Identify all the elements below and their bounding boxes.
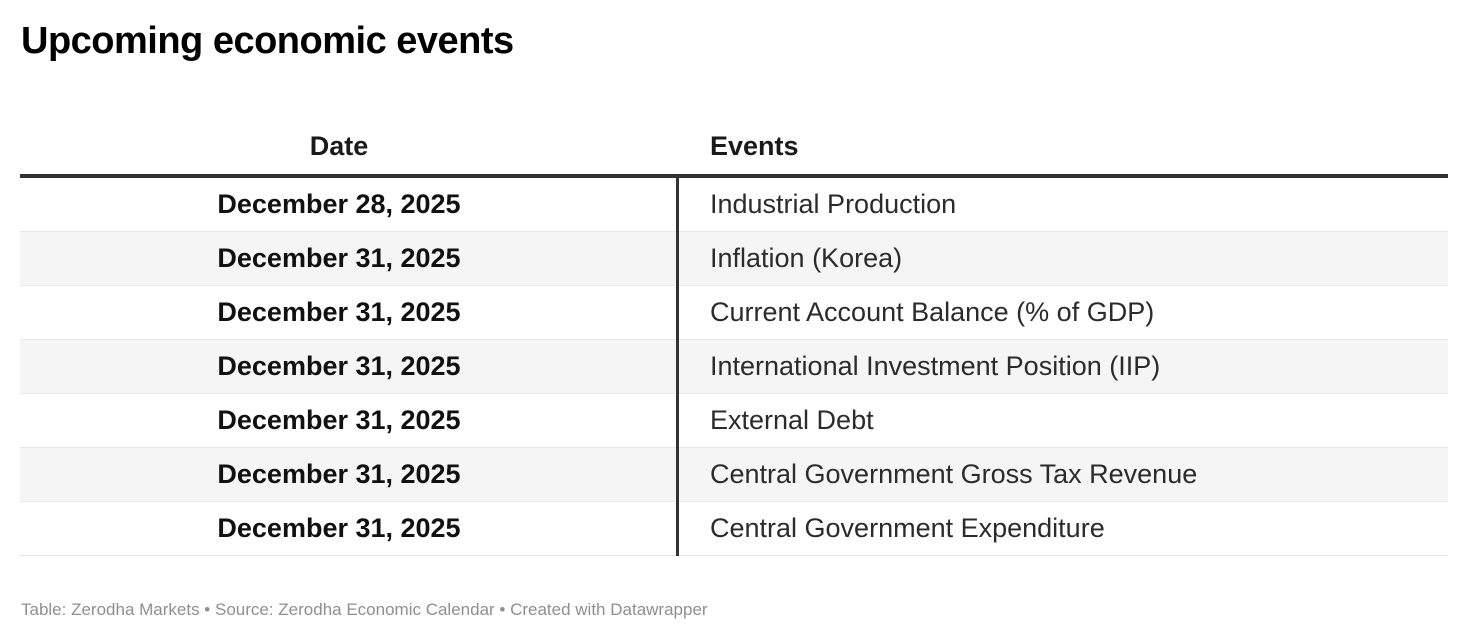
column-header-events: Events — [710, 130, 799, 161]
date-cell: December 28, 2025 — [217, 189, 461, 219]
date-cell: December 31, 2025 — [217, 243, 461, 273]
event-cell: International Investment Position (IIP) — [710, 351, 1161, 381]
date-cell: December 31, 2025 — [217, 459, 461, 489]
event-cell: Current Account Balance (% of GDP) — [710, 297, 1155, 327]
table-header-row: Date Events — [20, 118, 1448, 178]
event-cell: Central Government Gross Tax Revenue — [710, 459, 1198, 489]
table-row: December 31, 2025 Central Government Gro… — [20, 448, 1448, 502]
column-header-date: Date — [309, 130, 369, 161]
table-row: December 31, 2025 Central Government Exp… — [20, 502, 1448, 556]
table-row: December 28, 2025 Industrial Production — [20, 178, 1448, 232]
table-row: December 31, 2025 International Investme… — [20, 340, 1448, 394]
page-title: Upcoming economic events — [21, 20, 514, 62]
date-cell: December 31, 2025 — [217, 351, 461, 381]
events-table: Date Events December 28, 2025 Industrial… — [20, 118, 1448, 556]
attribution-footer: Table: Zerodha Markets • Source: Zerodha… — [21, 600, 708, 619]
date-cell: December 31, 2025 — [217, 297, 461, 327]
date-cell: December 31, 2025 — [217, 513, 461, 543]
column-divider — [676, 178, 679, 556]
table-row: December 31, 2025 Inflation (Korea) — [20, 232, 1448, 286]
table-row: December 31, 2025 Current Account Balanc… — [20, 286, 1448, 340]
event-cell: External Debt — [710, 405, 874, 435]
table-row: December 31, 2025 External Debt — [20, 394, 1448, 448]
event-cell: Central Government Expenditure — [710, 513, 1105, 543]
event-cell: Industrial Production — [710, 189, 957, 219]
event-cell: Inflation (Korea) — [710, 243, 903, 273]
date-cell: December 31, 2025 — [217, 405, 461, 435]
